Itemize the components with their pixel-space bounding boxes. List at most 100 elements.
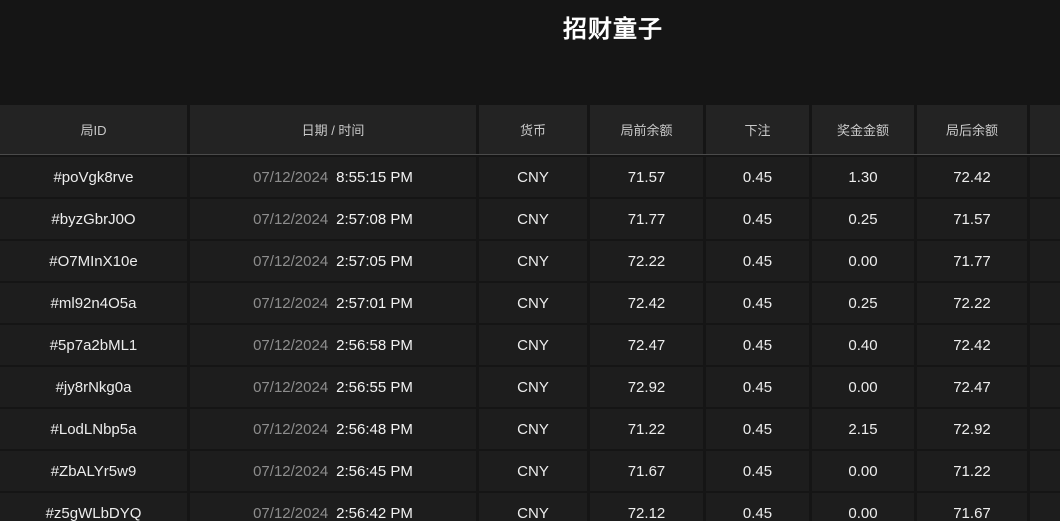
cell-currency: CNY [479, 367, 587, 407]
page-title: 招财童子 [563, 16, 663, 43]
cell-currency: CNY [479, 493, 587, 521]
cell-currency: CNY [479, 451, 587, 491]
cell-balance-before: 72.12 [590, 493, 703, 521]
cell-date-time: 07/12/2024 2:56:55 PM [190, 367, 476, 407]
table-row: #O7MInX10e 07/12/2024 2:57:05 PM CNY 72.… [0, 241, 1060, 281]
cell-time: 2:56:48 PM [336, 420, 413, 438]
cell-currency: CNY [479, 199, 587, 239]
col-header-balance-before: 局前余额 [590, 105, 703, 154]
cell-round-id: #jy8rNkg0a [0, 367, 187, 407]
cell-clipped [1030, 451, 1060, 491]
cell-currency: CNY [479, 241, 587, 281]
cell-date-time: 07/12/2024 2:57:01 PM [190, 283, 476, 323]
cell-date-time: 07/12/2024 2:56:48 PM [190, 409, 476, 449]
cell-time: 2:56:45 PM [336, 462, 413, 480]
cell-clipped [1030, 199, 1060, 239]
cell-win-amount: 0.00 [812, 493, 914, 521]
col-header-bet: 下注 [706, 105, 809, 154]
title-bar: 招财童子 [0, 0, 1060, 105]
cell-bet: 0.45 [706, 325, 809, 365]
cell-date: 07/12/2024 [253, 504, 329, 521]
cell-balance-after: 71.57 [917, 199, 1027, 239]
cell-date-time: 07/12/2024 2:56:42 PM [190, 493, 476, 521]
cell-balance-before: 72.42 [590, 283, 703, 323]
cell-win-amount: 0.00 [812, 241, 914, 281]
cell-bet: 0.45 [706, 199, 809, 239]
cell-currency: CNY [479, 409, 587, 449]
col-header-currency: 货币 [479, 105, 587, 154]
cell-date: 07/12/2024 [253, 336, 329, 354]
cell-win-amount: 1.30 [812, 157, 914, 197]
game-history-table: 局ID 日期 / 时间 货币 局前余额 下注 奖金金额 局后余额 #poVgk8… [0, 105, 1060, 521]
cell-round-id: #byzGbrJ0O [0, 199, 187, 239]
cell-date: 07/12/2024 [253, 252, 329, 270]
table-row: #ZbALYr5w9 07/12/2024 2:56:45 PM CNY 71.… [0, 451, 1060, 491]
cell-balance-before: 71.67 [590, 451, 703, 491]
cell-date-time: 07/12/2024 8:55:15 PM [190, 157, 476, 197]
cell-currency: CNY [479, 157, 587, 197]
cell-clipped [1030, 493, 1060, 521]
cell-time: 2:57:01 PM [336, 294, 413, 312]
cell-balance-before: 71.57 [590, 157, 703, 197]
col-header-balance-after: 局后余额 [917, 105, 1027, 154]
cell-round-id: #poVgk8rve [0, 157, 187, 197]
cell-bet: 0.45 [706, 493, 809, 521]
cell-balance-after: 71.22 [917, 451, 1027, 491]
cell-clipped [1030, 157, 1060, 197]
cell-bet: 0.45 [706, 409, 809, 449]
cell-balance-before: 72.92 [590, 367, 703, 407]
cell-balance-before: 72.47 [590, 325, 703, 365]
table-row: #ml92n4O5a 07/12/2024 2:57:01 PM CNY 72.… [0, 283, 1060, 323]
cell-balance-after: 72.42 [917, 157, 1027, 197]
cell-win-amount: 0.00 [812, 451, 914, 491]
cell-bet: 0.45 [706, 241, 809, 281]
cell-clipped [1030, 367, 1060, 407]
cell-round-id: #ml92n4O5a [0, 283, 187, 323]
cell-balance-before: 71.77 [590, 199, 703, 239]
cell-date-time: 07/12/2024 2:57:08 PM [190, 199, 476, 239]
table-row: #z5gWLbDYQ 07/12/2024 2:56:42 PM CNY 72.… [0, 493, 1060, 521]
table-row: #byzGbrJ0O 07/12/2024 2:57:08 PM CNY 71.… [0, 199, 1060, 239]
cell-date: 07/12/2024 [253, 210, 329, 228]
cell-balance-after: 71.67 [917, 493, 1027, 521]
cell-round-id: #z5gWLbDYQ [0, 493, 187, 521]
table-row: #LodLNbp5a 07/12/2024 2:56:48 PM CNY 71.… [0, 409, 1060, 449]
cell-bet: 0.45 [706, 367, 809, 407]
cell-balance-before: 71.22 [590, 409, 703, 449]
cell-date-time: 07/12/2024 2:56:45 PM [190, 451, 476, 491]
cell-balance-before: 72.22 [590, 241, 703, 281]
cell-currency: CNY [479, 325, 587, 365]
cell-time: 2:56:55 PM [336, 378, 413, 396]
cell-date-time: 07/12/2024 2:56:58 PM [190, 325, 476, 365]
cell-win-amount: 2.15 [812, 409, 914, 449]
cell-clipped [1030, 241, 1060, 281]
col-header-round-id: 局ID [0, 105, 187, 154]
cell-time: 2:56:42 PM [336, 504, 413, 521]
cell-bet: 0.45 [706, 451, 809, 491]
cell-bet: 0.45 [706, 283, 809, 323]
cell-round-id: #5p7a2bML1 [0, 325, 187, 365]
cell-win-amount: 0.40 [812, 325, 914, 365]
cell-balance-after: 72.47 [917, 367, 1027, 407]
cell-time: 8:55:15 PM [336, 168, 413, 186]
cell-time: 2:57:05 PM [336, 252, 413, 270]
cell-currency: CNY [479, 283, 587, 323]
cell-win-amount: 0.25 [812, 199, 914, 239]
col-header-clipped [1030, 105, 1060, 154]
cell-balance-after: 72.22 [917, 283, 1027, 323]
table-row: #jy8rNkg0a 07/12/2024 2:56:55 PM CNY 72.… [0, 367, 1060, 407]
cell-date: 07/12/2024 [253, 378, 329, 396]
cell-time: 2:56:58 PM [336, 336, 413, 354]
cell-date: 07/12/2024 [253, 168, 329, 186]
col-header-date-time: 日期 / 时间 [190, 105, 476, 154]
table-row: #poVgk8rve 07/12/2024 8:55:15 PM CNY 71.… [0, 157, 1060, 197]
cell-clipped [1030, 325, 1060, 365]
cell-date: 07/12/2024 [253, 294, 329, 312]
cell-win-amount: 0.25 [812, 283, 914, 323]
cell-round-id: #LodLNbp5a [0, 409, 187, 449]
cell-date: 07/12/2024 [253, 420, 329, 438]
cell-balance-after: 72.92 [917, 409, 1027, 449]
cell-date-time: 07/12/2024 2:57:05 PM [190, 241, 476, 281]
cell-win-amount: 0.00 [812, 367, 914, 407]
